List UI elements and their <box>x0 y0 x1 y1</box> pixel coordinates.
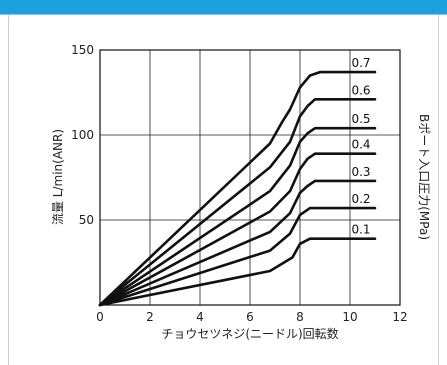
y-axis-title: 流量 L/min(ANR) <box>51 129 65 225</box>
x-axis-title: チョウセツネジ(ニードル)回転数 <box>161 326 338 341</box>
x-tick-label: 2 <box>146 310 154 324</box>
x-tick-label: 8 <box>296 310 304 324</box>
series-line-0.5 <box>98 126 377 307</box>
series-label-0.4: 0.4 <box>351 138 370 152</box>
x-tick-label: 12 <box>392 310 407 324</box>
top-banner <box>0 0 447 14</box>
y-tick-labels: 50 100 150 <box>71 43 94 227</box>
x-tick-labels: 0 2 4 6 8 10 12 <box>96 310 407 324</box>
top-banner-divider <box>0 14 447 15</box>
series-label-0.6: 0.6 <box>351 83 370 97</box>
y-tick-label: 150 <box>71 43 94 57</box>
series-line-0.2 <box>98 206 377 307</box>
series-line-0.4 <box>98 152 377 307</box>
x-tick-label: 6 <box>246 310 254 324</box>
series-line-0.6 <box>98 98 377 307</box>
series-labels: 0.1 0.2 0.3 0.4 0.5 0.6 0.7 <box>351 56 370 237</box>
series-lines <box>98 70 377 307</box>
y-tick-label: 50 <box>79 213 94 227</box>
right-axis-title: Bポート入口圧力(MPa) <box>417 114 431 240</box>
frame-left-border <box>8 15 9 365</box>
series-line-0.1 <box>98 237 377 307</box>
series-label-0.7: 0.7 <box>351 56 370 70</box>
x-tick-label: 10 <box>342 310 357 324</box>
grid-lines <box>100 50 400 305</box>
x-tick-label: 0 <box>96 310 104 324</box>
series-label-0.1: 0.1 <box>351 223 370 237</box>
x-tick-label: 4 <box>196 310 204 324</box>
y-tick-label: 100 <box>71 128 94 142</box>
series-line-0.3 <box>98 179 377 307</box>
frame-right-border <box>438 15 439 365</box>
plot-frame <box>99 49 401 306</box>
series-label-0.2: 0.2 <box>351 192 370 206</box>
series-line-0.7 <box>98 70 377 307</box>
series-label-0.3: 0.3 <box>351 165 370 179</box>
series-label-0.5: 0.5 <box>351 112 370 126</box>
